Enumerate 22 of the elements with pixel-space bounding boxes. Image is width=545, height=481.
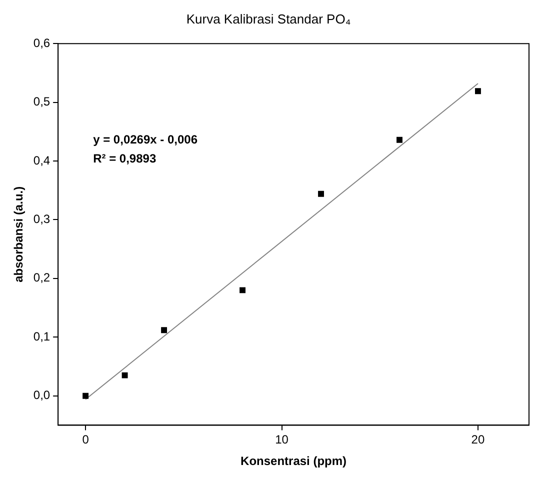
x-tick-label: 0 <box>82 432 90 447</box>
y-tick-label: 0,4 <box>33 153 50 168</box>
point <box>475 88 481 94</box>
y-tick-label: 0,6 <box>33 36 50 50</box>
point <box>318 190 324 197</box>
y-axis-title: absorbansi (a.u.) <box>12 186 26 282</box>
x-axis-title: Konsentrasi (ppm) <box>240 454 347 468</box>
point <box>122 372 128 378</box>
y-tick-label: 0,2 <box>33 270 50 285</box>
x-tick-label: 10 <box>275 432 289 447</box>
x-tick-label: 20 <box>471 432 485 447</box>
point <box>82 392 89 399</box>
annotation: R² = 0,9893 <box>93 152 156 166</box>
point <box>396 136 402 143</box>
point <box>161 327 168 334</box>
y-tick-label: 0,1 <box>33 329 50 344</box>
point <box>240 287 246 294</box>
chart-title: Kurva Kalibrasi Standar PO₄ <box>186 11 351 26</box>
y-tick-label: 0,3 <box>33 212 50 226</box>
annotation: y = 0,0269x - 0,006 <box>93 132 198 147</box>
y-tick-label: 0,5 <box>33 94 50 109</box>
y-tick-label: 0,0 <box>33 388 50 402</box>
